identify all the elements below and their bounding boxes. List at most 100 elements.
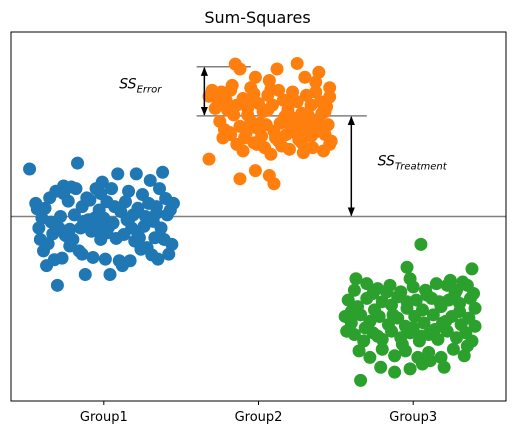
data-point — [340, 324, 354, 338]
data-point — [467, 287, 481, 301]
data-point — [414, 329, 428, 343]
data-point — [275, 139, 289, 153]
data-point — [386, 308, 400, 322]
chart-title: Sum-Squares — [204, 8, 310, 27]
data-point — [267, 177, 281, 191]
data-point — [105, 182, 119, 196]
data-point — [323, 90, 337, 104]
data-point — [323, 81, 337, 95]
data-point — [388, 365, 402, 379]
data-point — [131, 226, 145, 240]
data-point — [154, 221, 168, 235]
ss-treatment-label: SSTreatment — [378, 154, 448, 173]
data-point — [347, 283, 361, 297]
data-point — [358, 321, 372, 335]
data-point — [298, 70, 312, 84]
data-point — [380, 285, 394, 299]
data-point — [388, 349, 402, 363]
group3-points — [338, 237, 482, 387]
data-point — [460, 339, 474, 353]
data-point — [400, 295, 414, 309]
data-point — [122, 184, 136, 198]
data-point — [75, 247, 89, 261]
data-point — [143, 173, 157, 187]
data-point — [98, 252, 112, 266]
data-point — [341, 293, 355, 307]
data-point — [292, 132, 306, 146]
data-point — [166, 196, 180, 210]
data-point — [233, 172, 247, 186]
data-point — [439, 314, 453, 328]
data-point — [233, 62, 247, 76]
data-point — [432, 295, 446, 309]
data-point — [457, 349, 471, 363]
data-point — [437, 360, 451, 374]
data-point — [465, 262, 479, 276]
data-point — [55, 251, 69, 265]
data-point — [219, 93, 233, 107]
data-point — [67, 208, 81, 222]
data-point — [344, 305, 358, 319]
data-point — [71, 156, 85, 170]
data-point — [122, 213, 136, 227]
data-point — [202, 152, 216, 166]
data-point — [448, 287, 462, 301]
data-point — [156, 165, 170, 179]
data-point — [321, 118, 335, 132]
data-point — [400, 260, 414, 274]
data-point — [149, 206, 163, 220]
data-point — [414, 237, 428, 251]
data-point — [224, 83, 238, 97]
data-point — [428, 323, 442, 337]
data-point — [248, 70, 262, 84]
data-point — [316, 144, 330, 158]
data-point — [446, 342, 460, 356]
data-point — [221, 103, 235, 117]
data-point — [264, 83, 278, 97]
x-tick-label: Group3 — [389, 410, 437, 425]
data-point — [111, 167, 125, 181]
ss-error-label: SSError — [119, 77, 162, 96]
data-point — [241, 108, 255, 122]
data-point — [429, 277, 443, 291]
data-point — [360, 277, 374, 291]
data-point — [23, 162, 37, 176]
data-point — [270, 62, 284, 76]
data-point — [423, 354, 437, 368]
data-point — [250, 137, 264, 151]
data-point — [86, 250, 100, 264]
data-point — [261, 103, 275, 117]
data-point — [309, 85, 323, 99]
data-point — [431, 332, 445, 346]
data-point — [385, 324, 399, 338]
data-point — [372, 309, 386, 323]
data-point — [69, 182, 83, 196]
data-point — [363, 350, 377, 364]
data-point — [440, 324, 454, 338]
data-point — [153, 182, 166, 196]
x-tick-label: Group2 — [235, 410, 283, 425]
data-point — [426, 308, 440, 322]
data-point — [94, 187, 108, 201]
data-point — [123, 254, 137, 268]
data-point — [38, 201, 52, 215]
data-point — [395, 337, 409, 351]
data-point — [63, 239, 77, 253]
data-point — [41, 237, 55, 251]
data-point — [468, 319, 482, 333]
data-point — [406, 280, 420, 294]
data-point — [290, 56, 304, 70]
data-point — [403, 362, 417, 376]
data-point — [106, 216, 120, 230]
data-point — [287, 111, 301, 125]
data-point — [453, 305, 467, 319]
data-point — [103, 268, 117, 282]
data-point — [468, 301, 482, 315]
data-point — [162, 247, 176, 261]
data-point — [374, 360, 388, 374]
annotations: SSError SSTreatment — [119, 66, 448, 217]
data-point — [296, 146, 310, 160]
data-point — [375, 342, 389, 356]
data-point — [357, 334, 371, 348]
